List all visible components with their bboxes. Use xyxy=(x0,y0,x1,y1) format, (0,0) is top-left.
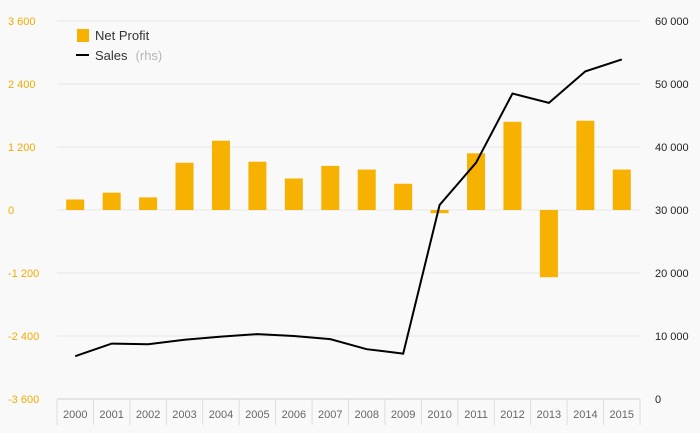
left-tick-label: 2 400 xyxy=(8,79,36,91)
x-tick-label: 2001 xyxy=(99,409,123,421)
bar-net-profit-2005 xyxy=(248,161,267,210)
x-tick-label: 2004 xyxy=(209,409,233,421)
bar-net-profit-2008 xyxy=(357,169,376,210)
sales-line-group xyxy=(74,58,623,358)
right-tick-label: 60 000 xyxy=(655,16,689,28)
sales-line xyxy=(74,58,623,358)
legend-label-sales: Sales (rhs) xyxy=(95,47,162,64)
left-tick-label: 0 xyxy=(8,205,14,217)
left-tick-label: 3 600 xyxy=(8,16,36,28)
left-tick-label: -2 400 xyxy=(8,331,39,343)
bar-net-profit-2002 xyxy=(139,197,158,210)
legend-label-net-profit: Net Profit xyxy=(95,28,150,43)
legend: Net Profit Sales (rhs) xyxy=(76,28,162,64)
right-tick-label: 0 xyxy=(655,394,661,406)
right-tick-label: 50 000 xyxy=(655,79,689,91)
bar-net-profit-2010 xyxy=(430,210,449,214)
left-tick-label: -1 200 xyxy=(8,268,39,280)
x-tick-label: 2005 xyxy=(245,409,269,421)
x-tick-label: 2015 xyxy=(610,409,634,421)
right-tick-label: 10 000 xyxy=(655,331,689,343)
x-tick-label: 2003 xyxy=(172,409,196,421)
x-tick-label: 2006 xyxy=(282,409,306,421)
right-tick-label: 30 000 xyxy=(655,205,689,217)
x-tick-label: 2002 xyxy=(136,409,160,421)
bar-net-profit-2003 xyxy=(175,162,194,210)
right-tick-label: 20 000 xyxy=(655,268,689,280)
bar-net-profit-2009 xyxy=(394,183,413,210)
x-tick-label: 2011 xyxy=(464,409,488,421)
left-axis-ticks: -3 600 -2 400 -1 200 0 1 200 2 400 3 600 xyxy=(8,16,39,406)
net-profit-bars xyxy=(66,120,631,278)
right-axis-ticks: 0 10 000 20 000 30 000 40 000 50 000 60 000 xyxy=(655,16,689,406)
x-tick-label: 2008 xyxy=(354,409,378,421)
legend-label-sales-name: Sales xyxy=(95,48,128,63)
bar-net-profit-2007 xyxy=(321,165,340,210)
x-tick-label: 2013 xyxy=(537,409,561,421)
legend-label-sales-suffix: (rhs) xyxy=(136,48,163,63)
x-tick-label: 2010 xyxy=(427,409,451,421)
legend-swatch-net-profit xyxy=(77,29,89,42)
x-tick-label: 2000 xyxy=(63,409,87,421)
bar-net-profit-2006 xyxy=(284,178,303,210)
x-axis: 2000 2001 2002 2003 2004 2005 2006 2007 2008 2009… xyxy=(56,399,641,425)
bar-net-profit-2012 xyxy=(503,121,522,210)
left-tick-label: -3 600 xyxy=(8,394,39,406)
left-tick-label: 1 200 xyxy=(8,142,36,154)
x-tick-label: 2014 xyxy=(573,409,597,421)
bar-net-profit-2015 xyxy=(612,169,631,210)
x-tick-label: 2012 xyxy=(500,409,524,421)
right-tick-label: 40 000 xyxy=(655,142,689,154)
bar-net-profit-2004 xyxy=(211,140,230,210)
x-tick-label: 2007 xyxy=(318,409,342,421)
bar-net-profit-2014 xyxy=(576,120,595,210)
bar-net-profit-2000 xyxy=(66,199,85,210)
bar-net-profit-2013 xyxy=(539,210,558,278)
bar-net-profit-2001 xyxy=(102,192,121,210)
x-tick-label: 2009 xyxy=(391,409,415,421)
